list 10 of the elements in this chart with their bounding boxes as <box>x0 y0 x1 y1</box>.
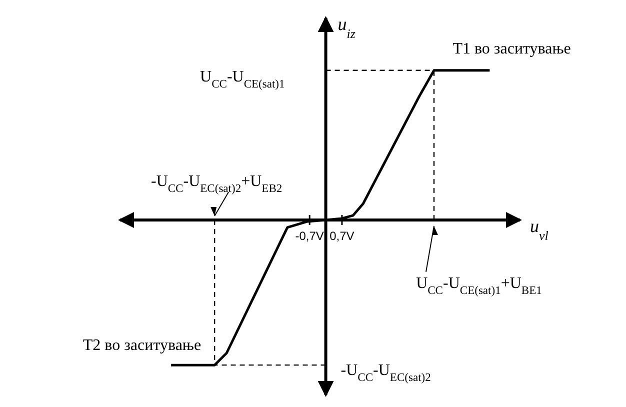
x-tick-label: -0,7V <box>295 228 324 243</box>
ref-line-label: -U$_{CC}$-U$_{EC(sat)2}$ <box>340 362 432 384</box>
annotation: T1 во заситување <box>452 40 571 58</box>
x-tick-label: 0,7V <box>330 228 354 243</box>
ref-line-label: -U$_{CC}$-U$_{EC(sat)2}$+U$_{EB2}$ <box>150 172 282 195</box>
x-axis-title: u$_{vl}$ <box>530 216 549 242</box>
ref-line-label: U$_{CC}$-U$_{CE(sat)1}$ <box>200 68 286 90</box>
ref-line-label: U$_{CC}$-U$_{CE(sat)1}$+U$_{BE1}$ <box>416 274 542 297</box>
annotation: T2 во заситување <box>82 337 202 354</box>
y-axis-title: u$_{iz}$ <box>338 14 356 40</box>
